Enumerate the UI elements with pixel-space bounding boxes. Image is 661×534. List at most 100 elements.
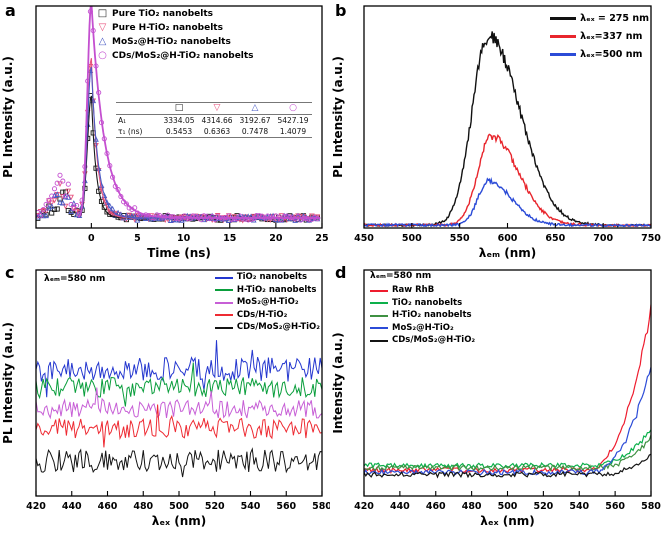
x-tick-label: 500 (169, 501, 189, 512)
x-tick-label: 500 (402, 233, 422, 244)
table-cell: 0.7478 (241, 127, 269, 136)
table-cell: 3192.67 (239, 116, 271, 125)
x-tick-label: 420 (26, 501, 46, 512)
chart-c: 420 440 460 480 500 520 540 560 580 λₑₓ (nm) PL In… (1, 269, 330, 528)
x-axis-label: Time (ns) (147, 246, 211, 260)
legend-line-sample-icon (370, 289, 388, 292)
panel-letter: d (335, 263, 347, 282)
x-tick-label: 600 (498, 233, 518, 244)
legend-item: H-TiO₂ nanobelts (370, 310, 475, 322)
legend-line-sample-icon (550, 17, 577, 20)
excitation-trace (36, 404, 322, 448)
legend-item: △ MoS₂@H-TiO₂ nanobelts (97, 36, 254, 48)
x-tick-label: 550 (450, 233, 470, 244)
legend-item: λₑₓ = 275 nm (550, 12, 649, 25)
legend-line-sample-icon (214, 289, 233, 292)
x-axis-label: λₑₘ (nm) (479, 246, 537, 260)
legend-label: Raw RhB (392, 285, 435, 295)
table-header-row: □ ▽ △ ○ (116, 103, 312, 115)
x-tick-label: 450 (354, 233, 374, 244)
legend-item: TiO₂ nanobelts (214, 272, 320, 284)
legend-line-sample-icon (370, 302, 388, 305)
legend-label: λₑₓ=500 nm (580, 49, 643, 60)
legend-item: λₑₓ=500 nm (550, 48, 649, 61)
legend: λₑₓ = 275 nm λₑₓ=337 nm λₑₓ=500 nm (550, 12, 649, 61)
axes-frame (35, 5, 323, 229)
triangle-down-marker-icon: ▽ (98, 22, 107, 33)
y-axis-label: PL Intensity (a.u.) (331, 56, 345, 178)
legend-line-sample-icon (370, 314, 388, 317)
legend-label: CDs/MoS₂@H-TiO₂ (236, 322, 320, 332)
table-cell: 5427.19 (277, 116, 309, 125)
x-tick-label: 460 (98, 501, 118, 512)
annotation: λₑₘ=580 nm (44, 274, 106, 284)
panel-letter: b (335, 1, 347, 20)
chart-d: 420 440 460 480 500 520 540 560 580 λₑₓ (nm) Inten… (331, 269, 661, 528)
x-tick-label: 0 (88, 233, 95, 244)
legend-line-sample-icon (370, 327, 388, 330)
x-tick-label: 420 (354, 501, 374, 512)
plot-background (36, 270, 322, 496)
excitation-trace (364, 453, 651, 479)
legend-item: CDs/MoS₂@H-TiO₂ (370, 335, 475, 347)
legend-item: H-TiO₂ nanobelts (214, 284, 320, 297)
table-cell (116, 103, 160, 114)
x-tick-label: 440 (62, 501, 82, 512)
x-tick-label: 440 (390, 501, 410, 512)
legend-label: CDs/MoS₂@H-TiO₂ (392, 335, 476, 345)
y-axis-label: PL Intensity (a.u.) (1, 322, 15, 444)
legend-label: Pure H-TiO₂ nanobelts (112, 23, 223, 33)
legend-label: λₑₓ=337 nm (580, 31, 643, 42)
x-tick-label: 460 (426, 501, 446, 512)
x-tick-label: 750 (641, 233, 661, 244)
x-tick-label: 5 (134, 233, 141, 244)
legend-item: Raw RhB (370, 285, 475, 297)
legend-label: TiO₂ nanobelts (392, 297, 463, 308)
legend-line-sample-icon (370, 339, 388, 342)
legend-item: MoS₂@H-TiO₂ (214, 297, 320, 309)
legend-item: TiO₂ nanobelts (370, 298, 475, 310)
plot-background (364, 270, 651, 496)
legend-item: MoS₂@H-TiO₂ (370, 323, 475, 335)
excitation-trace (364, 366, 651, 477)
panel-c: c 420 440 460 480 500 520 540 560 580 λₑₓ (nm) PL … (0, 262, 330, 534)
legend-item: CDs/H-TiO₂ (214, 309, 320, 322)
table-cell: 1.4079 (279, 127, 307, 136)
table-marker-cell: ▽ (213, 103, 221, 113)
x-axis-label: λₑₓ (nm) (152, 514, 207, 528)
x-tick-label: 540 (241, 501, 261, 512)
legend-label: TiO₂ nanobelts (236, 272, 308, 282)
x-tick-label: 480 (462, 501, 482, 512)
legend-item: ▽ Pure H-TiO₂ nanobelts (97, 22, 254, 34)
legend-item: □ Pure TiO₂ nanobelts (97, 8, 254, 20)
x-axis-label: λₑₓ (nm) (480, 514, 535, 528)
x-tick-label: 500 (498, 501, 518, 512)
legend-label: MoS₂@H-TiO₂ (236, 297, 299, 307)
table-row-label: τ₁ (ns) (118, 127, 143, 136)
panel-b: b 450 500 550 600 650 700 750 λₑₘ (nm) PL Intens… (330, 0, 661, 262)
x-tick-label: 520 (533, 501, 553, 512)
legend-label: H-TiO₂ nanobelts (392, 310, 472, 320)
x-tick-label: 540 (569, 501, 589, 512)
chart-a: 0 5 10 15 20 25 Time (ns) PL Intensity (a.u.) (1, 5, 329, 260)
legend-line-sample-icon (214, 276, 233, 279)
fit-line (77, 6, 321, 219)
chart-b: 450 500 550 600 650 700 750 λₑₘ (nm) PL Intensit… (331, 5, 661, 260)
x-tick-label: 580 (312, 501, 330, 512)
legend-label: CDs/H-TiO₂ (236, 309, 288, 320)
legend-item: ○ CDs/MoS₂@H-TiO₂ nanobelts (97, 50, 253, 62)
x-tick-label: 700 (593, 233, 613, 244)
x-tick-label: 560 (605, 501, 625, 512)
square-marker-icon: □ (97, 8, 108, 19)
table-marker-cell: ○ (289, 103, 297, 113)
legend-line-sample-icon (550, 35, 577, 38)
plot-background (364, 6, 651, 228)
legend-label: H-TiO₂ nanobelts (236, 284, 317, 295)
legend-line-sample-icon (214, 326, 233, 329)
y-axis-label: Intensity (a.u.) (331, 332, 345, 433)
excitation-trace (36, 447, 322, 478)
table-cell: 3334.05 (163, 116, 195, 125)
table-marker-cell: △ (251, 103, 259, 113)
excitation-trace (36, 387, 322, 420)
x-tick-label: 15 (223, 233, 236, 244)
